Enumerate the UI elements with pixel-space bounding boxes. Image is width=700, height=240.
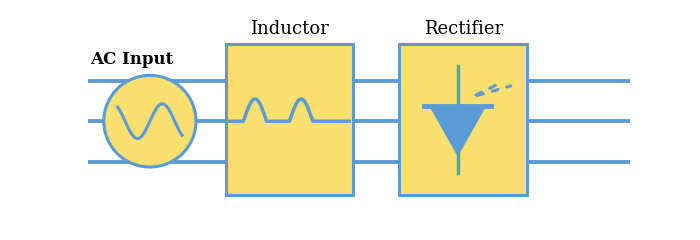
FancyBboxPatch shape xyxy=(400,44,527,195)
Ellipse shape xyxy=(104,75,196,167)
Text: AC Input: AC Input xyxy=(90,51,174,68)
Text: Inductor: Inductor xyxy=(250,20,329,38)
FancyBboxPatch shape xyxy=(226,44,354,195)
Polygon shape xyxy=(430,106,485,155)
Text: Rectifier: Rectifier xyxy=(424,20,503,38)
